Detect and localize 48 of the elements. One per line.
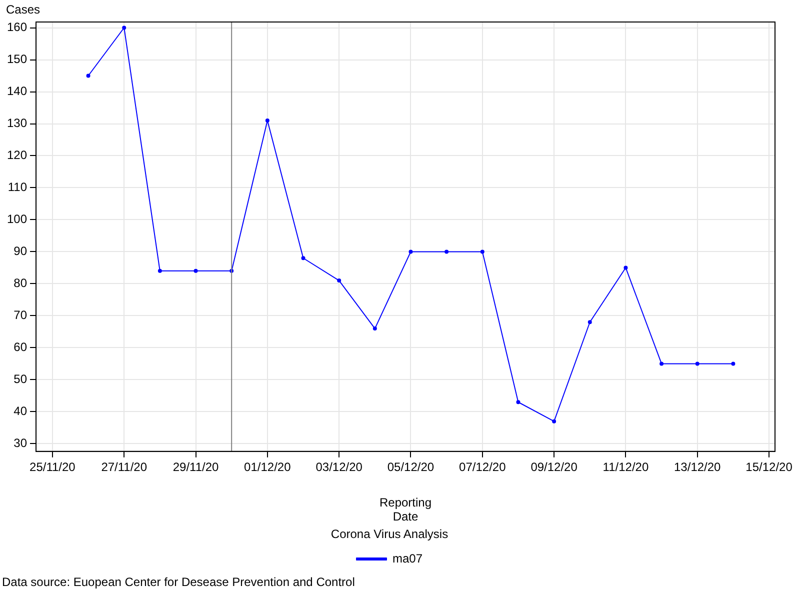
point: [444, 250, 449, 254]
y-tick-label: 140: [6, 84, 28, 98]
y-tick-label: 110: [8, 180, 28, 194]
y-tick-label: 130: [6, 116, 28, 130]
point: [265, 118, 270, 123]
y-tick-label: 120: [6, 148, 28, 162]
x-tick-label: 03/12/20: [316, 460, 363, 474]
y-tick-label: 80: [14, 276, 28, 290]
legend-label: ma07: [392, 551, 423, 566]
point: [86, 74, 90, 78]
y-tick-label: 160: [6, 20, 28, 34]
x-tick-label: 13/12/20: [674, 460, 722, 474]
y-tick-label: 100: [6, 212, 28, 226]
x-tick-label: 09/12/20: [530, 460, 578, 474]
point: [552, 419, 556, 424]
source-note: Data source: Euopean Center for Desease Prevention and Control: [2, 575, 356, 589]
point: [480, 250, 484, 254]
y-tick-label: 150: [6, 52, 28, 66]
point: [122, 26, 126, 30]
point: [301, 256, 306, 260]
y-tick-label: 60: [14, 340, 28, 354]
y-tick-label: 30: [14, 436, 28, 450]
x-tick-label: 25/11/20: [30, 460, 76, 474]
y-tick-label: 50: [14, 372, 28, 386]
y-axis-title: Cases: [6, 2, 40, 16]
y-tick-label: 40: [14, 404, 28, 418]
x-axis-title: Reporting Date: [379, 495, 432, 524]
x-tick-label: 27/11/20: [101, 460, 148, 474]
x-tick-label: 11/12/20: [602, 460, 649, 474]
x-tick-label: 07/12/20: [459, 460, 506, 474]
point: [695, 362, 700, 366]
point: [408, 250, 413, 254]
point: [624, 266, 628, 270]
x-tick-label: 15/12/20: [746, 460, 793, 474]
x-tick-label: 01/12/20: [244, 460, 292, 474]
y-tick-label: 70: [14, 308, 28, 322]
point: [588, 320, 592, 324]
point: [158, 268, 162, 273]
point: [372, 326, 377, 331]
legend-title: Corona Virus Analysis: [330, 526, 448, 541]
point: [731, 362, 736, 366]
x-tick-label: 29/11/20: [172, 460, 219, 474]
point: [516, 400, 520, 404]
x-tick-label: 05/12/20: [387, 460, 434, 474]
point: [660, 362, 664, 366]
y-tick-label: 90: [14, 244, 28, 258]
point: [337, 278, 342, 283]
point: [194, 268, 198, 273]
